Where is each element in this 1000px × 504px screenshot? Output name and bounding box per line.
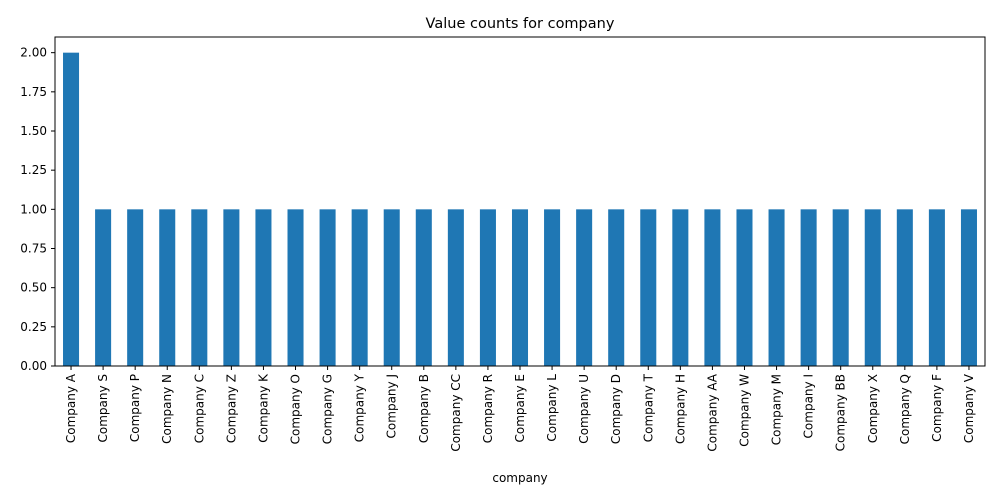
bar xyxy=(800,209,817,366)
x-tick-label: Company D xyxy=(609,374,623,444)
x-tick-label: Company BB xyxy=(834,374,848,451)
x-tick-label: Company L xyxy=(545,374,559,442)
y-tick-label: 0.00 xyxy=(20,359,47,373)
x-tick-label: Company F xyxy=(930,374,944,442)
bars-layer xyxy=(63,52,977,367)
x-axis: Company A Company S Company P Company N Comp… xyxy=(64,366,976,452)
x-tick-label: Company C xyxy=(192,374,206,443)
bar xyxy=(511,209,529,366)
bar xyxy=(544,209,561,366)
x-tick-label: Company Q xyxy=(898,374,912,444)
x-tick-label: Company M xyxy=(770,374,784,445)
x-tick-label: Company R xyxy=(481,374,495,443)
bar xyxy=(127,209,144,366)
bar xyxy=(95,209,112,366)
x-tick-label: Company X xyxy=(866,374,880,443)
bar xyxy=(479,209,496,366)
x-tick-label: Company Y xyxy=(353,373,367,442)
bar xyxy=(864,209,881,366)
x-tick-label: Company J xyxy=(385,374,399,438)
x-tick-label: Company W xyxy=(737,374,751,447)
bar xyxy=(191,209,208,366)
x-tick-label: Company U xyxy=(577,374,591,444)
bar xyxy=(672,209,689,366)
x-tick-label: Company CC xyxy=(449,374,463,452)
y-tick-label: 1.50 xyxy=(20,124,47,138)
bar xyxy=(447,209,464,366)
x-tick-label: Company T xyxy=(641,373,655,442)
x-tick-label: Company B xyxy=(417,374,431,443)
x-tick-label: Company K xyxy=(256,373,270,443)
bar xyxy=(736,209,753,366)
x-tick-label: Company H xyxy=(673,374,687,444)
x-axis-label: company xyxy=(492,471,547,485)
bar xyxy=(159,209,176,366)
x-tick-label: Company Z xyxy=(224,374,238,443)
bar xyxy=(383,209,400,366)
y-tick-label: 0.25 xyxy=(20,320,47,334)
bar xyxy=(832,209,849,366)
x-tick-label: Company P xyxy=(128,374,142,442)
bar xyxy=(768,209,785,366)
bar xyxy=(928,209,945,366)
x-tick-label: Company O xyxy=(289,374,303,444)
x-tick-label: Company I xyxy=(802,374,816,438)
bar xyxy=(576,209,593,366)
y-tick-label: 1.75 xyxy=(20,85,47,99)
y-tick-label: 1.25 xyxy=(20,163,47,177)
bar xyxy=(960,209,977,366)
y-tick-label: 0.75 xyxy=(20,242,47,256)
bar xyxy=(640,209,657,366)
x-tick-label: Company G xyxy=(321,374,335,444)
x-tick-label: Company S xyxy=(96,374,110,443)
y-tick-label: 1.00 xyxy=(20,202,47,216)
y-tick-label: 0.50 xyxy=(20,281,47,295)
bar xyxy=(608,209,625,366)
bar xyxy=(319,209,336,366)
y-axis: 0.00 0.25 0.50 0.75 1.00 1.25 1.50 1.75 2.00 xyxy=(20,46,55,373)
x-tick-label: Company E xyxy=(513,374,527,442)
x-tick-label: Company V xyxy=(962,373,976,443)
x-tick-label: Company N xyxy=(160,374,174,444)
bar xyxy=(704,209,721,366)
bar xyxy=(415,209,432,366)
bar xyxy=(255,209,272,366)
x-tick-label: Company AA xyxy=(705,373,719,451)
bar xyxy=(287,209,304,366)
plot-frame xyxy=(54,36,986,367)
bar xyxy=(896,209,913,366)
y-tick-label: 2.00 xyxy=(20,46,47,60)
chart-title: Value counts for company xyxy=(426,16,615,32)
bar xyxy=(63,52,80,367)
bar xyxy=(223,209,240,366)
bar xyxy=(351,209,368,366)
x-tick-label: Company A xyxy=(64,373,78,443)
